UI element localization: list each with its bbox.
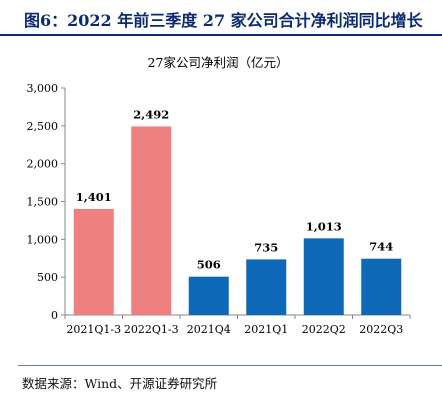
bar [131,126,172,316]
bar-value-label: 744 [369,240,393,254]
bar [303,238,344,315]
chart-title: 27家公司净利润（亿元） [148,55,289,70]
figure-header: 图6：2022 年前三季度 27 家公司合计净利润同比增长 [0,0,442,36]
bar-value-label: 1,013 [306,219,342,233]
y-tick-label: 2,000 [27,158,59,171]
y-tick-label: 1,500 [27,196,59,209]
bar-value-label: 506 [197,258,221,272]
y-tick-label: 3,000 [27,82,59,95]
bar [246,259,287,315]
figure-title: 图6：2022 年前三季度 27 家公司合计净利润同比增长 [24,11,423,30]
bar [73,208,114,315]
y-tick-label: 0 [51,309,58,322]
x-tick-label: 2021Q1 [244,323,288,336]
y-tick-label: 2,500 [27,120,59,133]
bar [188,276,229,315]
source-note: 数据来源：Wind、开源证券研究所 [22,376,218,391]
x-tick-label: 2022Q2 [302,323,346,336]
chart-area: 27家公司净利润（亿元） 0 500 1,000 1,500 2,000 2,500 3,0… [0,36,442,356]
y-tick-label: 500 [37,271,58,284]
x-tick-label: 2022Q1-3 [124,323,179,336]
chart-axes: 0 500 1,000 1,500 2,000 2,500 3,000 [27,82,411,322]
bar-value-label: 1,401 [76,190,112,204]
source-divider [18,365,442,366]
x-tick-label: 2021Q1-3 [66,323,121,336]
bar-value-label: 2,492 [133,107,169,121]
x-tick-label: 2022Q3 [359,323,403,336]
chart-bars [73,126,402,316]
x-tick-label: 2021Q4 [187,323,231,336]
bar-chart: 27家公司净利润（亿元） 0 500 1,000 1,500 2,000 2,500 3,0… [27,55,411,336]
chart-labels: 1,401 2021Q1-3 2,492 2022Q1-3 506 2021Q4 735 20… [66,107,403,336]
y-tick-label: 1,000 [27,233,59,246]
bar-value-label: 735 [254,240,278,254]
bar [361,258,402,315]
